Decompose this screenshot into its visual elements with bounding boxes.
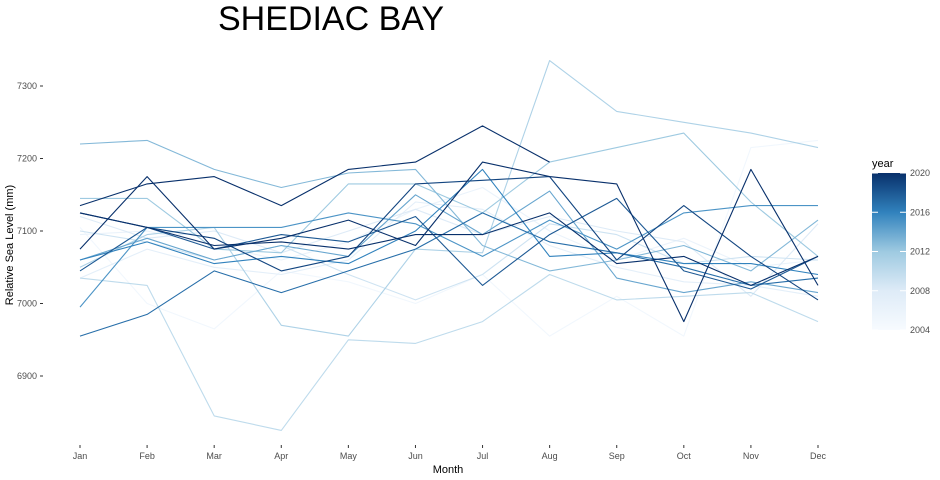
series-line-2020	[79, 161, 819, 323]
x-tick-label: Mar	[206, 451, 222, 461]
series-line-2014	[79, 190, 819, 294]
x-tick-label: Dec	[810, 451, 827, 461]
x-tick-label: May	[340, 451, 358, 461]
chart-title: SHEDIAC BAY	[218, 0, 445, 38]
series-line-2008	[79, 208, 819, 297]
y-tick-label: 7100	[17, 226, 37, 236]
legend-tick-label: 2016	[910, 207, 930, 217]
legend-tick-label: 2008	[910, 286, 930, 296]
series-line-2013	[79, 139, 819, 272]
x-tick-label: Sep	[609, 451, 625, 461]
x-tick-label: Oct	[677, 451, 692, 461]
legend-tick-label: 2012	[910, 247, 930, 257]
legend-title: year	[872, 158, 894, 170]
y-axis-title: Relative Sea Level (mm)	[4, 185, 16, 305]
x-axis: Jan Feb Mar Apr May Jun Jul Aug Sep Oct Nov Dec	[73, 445, 827, 461]
legend: year 2004 2008 2012 2016 2020	[872, 158, 930, 335]
x-tick-label: Nov	[743, 451, 760, 461]
y-tick-label: 7000	[17, 299, 37, 309]
x-tick-label: Jan	[73, 451, 88, 461]
y-tick-label: 6900	[17, 371, 37, 381]
series-line-2010	[79, 273, 819, 431]
series-line-2018	[79, 197, 819, 290]
series-line-2017	[79, 212, 819, 337]
y-tick-label: 7300	[17, 81, 37, 91]
y-axis: 6900 7000 7100 7200 7300	[17, 81, 43, 381]
x-tick-label: Jul	[477, 451, 489, 461]
series-line-2019	[79, 176, 819, 301]
series-line-2012	[80, 132, 819, 257]
series-layer	[79, 60, 819, 431]
x-tick-label: Jun	[408, 451, 423, 461]
series-line-2016	[79, 168, 819, 276]
legend-tick-label: 2004	[910, 325, 930, 335]
x-axis-title: Month	[433, 464, 464, 476]
series-line-2022	[79, 212, 819, 286]
x-tick-label: Apr	[274, 451, 288, 461]
series-line-2007	[79, 201, 819, 297]
series-line-2015	[79, 205, 818, 308]
x-tick-label: Aug	[542, 451, 558, 461]
legend-ticks: 2004 2008 2012 2016 2020	[872, 168, 930, 335]
series-line-2009	[79, 223, 819, 301]
legend-tick-label: 2020	[910, 168, 930, 178]
y-tick-label: 7200	[17, 154, 37, 164]
x-tick-label: Feb	[139, 451, 155, 461]
series-line-2021	[79, 125, 550, 207]
series-line-2005	[79, 139, 819, 337]
